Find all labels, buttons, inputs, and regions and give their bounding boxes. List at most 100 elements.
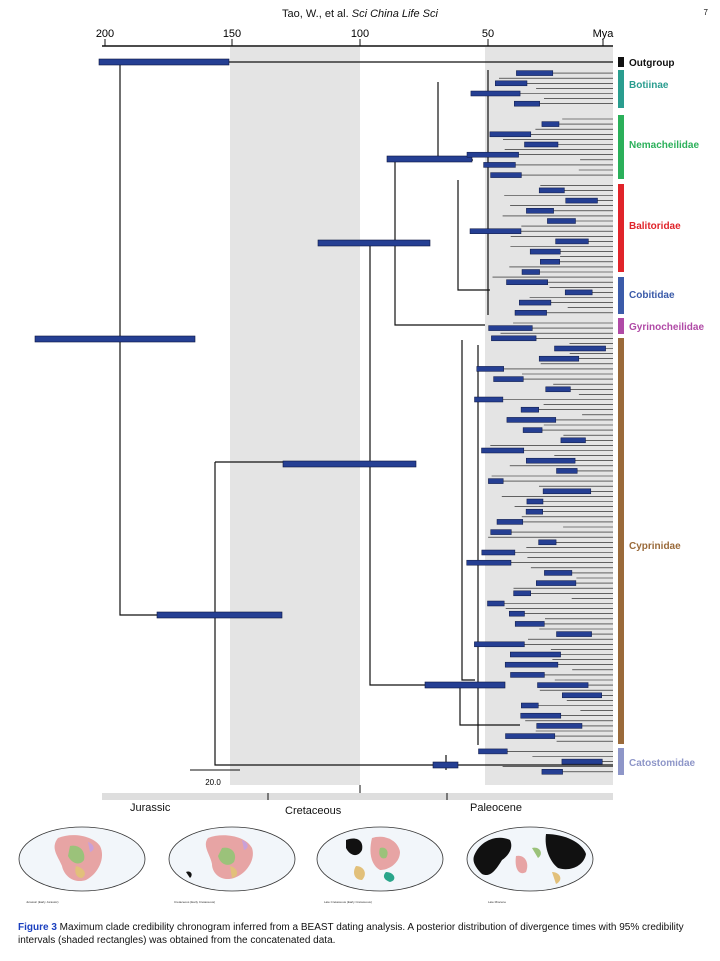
ci-bar-node (514, 621, 545, 627)
paleomap-caption-jurassic: Jurassic (Early Jurassic) (26, 900, 59, 904)
paleomap-cretaceous-early (168, 826, 296, 892)
clade-label-botiinae: Botiinae (629, 80, 669, 91)
paleomap-caption-cretaceous-early: Cretaceous (Early Cretaceous) (174, 900, 216, 904)
ci-bar-node (488, 325, 533, 331)
ci-bar-node (525, 508, 543, 515)
ci-bar-node (495, 80, 528, 87)
bracket-catostomidae (618, 748, 624, 775)
ci-bar-node (556, 631, 592, 637)
shade-band-cretaceous (230, 47, 360, 785)
credibility-intervals (34, 58, 606, 775)
ci-bar-outgroup-root (98, 58, 230, 66)
page-number: 7 (703, 8, 708, 17)
ci-bar-node (506, 279, 548, 285)
ci-bar-node (490, 529, 512, 535)
ci-bar-node (490, 172, 522, 178)
paleomap-row: Jurassic (Early Jurassic) Cretaceous (Ea… (18, 822, 608, 912)
period-cretaceous: Cretaceous (285, 805, 342, 817)
ci-bar-node (491, 335, 537, 342)
paleomap-cretaceous-late (316, 826, 444, 892)
ci-bar-node (487, 600, 505, 607)
ci-bar-node (565, 197, 598, 204)
header-journal: Sci China Life Sci (351, 8, 438, 20)
clade-brackets: Outgroup Botiinae Nemacheilidae Balitori… (618, 57, 704, 775)
ci-bar-node (538, 355, 580, 362)
period-paleocene: Paleocene (470, 802, 522, 814)
time-axis: 200 150 100 50 Mya (96, 28, 615, 47)
ci-bar-node (474, 641, 525, 648)
ci-bar-node (489, 131, 532, 138)
ci-bar-node (555, 238, 589, 245)
clade-label-cobitidae: Cobitidae (629, 290, 675, 301)
clade-label-balitoridae: Balitoridae (629, 221, 681, 232)
ci-bar-node (478, 748, 508, 755)
scale-bar: 20.0 (190, 769, 240, 787)
paleomap-caption-cretaceous-late: Late Cretaceous (Early Cretaceous) (324, 900, 372, 904)
clade-label-nemacheilidae: Nemacheilidae (629, 140, 699, 151)
scale-bar-label: 20.0 (205, 778, 221, 787)
ci-bar-node (526, 457, 576, 464)
ci-bar-node (510, 651, 561, 658)
ci-bar-node (561, 758, 603, 765)
ci-bar-node (520, 406, 539, 413)
figure-caption-text: Maximum clade credibility chronogram inf… (18, 922, 684, 946)
ci-bar-node (496, 519, 524, 525)
ci-bar-node (509, 610, 525, 617)
bracket-gyrinocheilidae (618, 318, 624, 334)
ci-bar-node (526, 208, 554, 214)
shade-band-paleogene (485, 47, 613, 785)
paleomap-caption-miocene: Late Miocene (488, 900, 507, 904)
ci-bar-catostomidae (432, 761, 459, 769)
ci-bar-node (538, 539, 557, 546)
ci-bar-node (536, 580, 577, 586)
ci-bar-node (505, 733, 556, 739)
ci-bar-node (521, 269, 540, 275)
timescale-strip (102, 793, 613, 800)
ci-bar-node (556, 468, 578, 474)
ci-bar-loach-crown (317, 239, 431, 247)
ci-bar-node (476, 366, 504, 372)
ci-bar-node (493, 376, 524, 382)
ci-bar-node (466, 559, 512, 566)
ci-bar-node (522, 427, 543, 433)
ci-bar-node (513, 590, 531, 597)
paleomap-miocene (466, 826, 594, 892)
ci-bar-node (506, 417, 557, 423)
clade-label-cyprinidae: Cyprinidae (629, 541, 681, 552)
clade-label-gyrinocheilidae: Gyrinocheilidae (629, 322, 704, 333)
ci-bar-node (481, 447, 525, 454)
ci-bar-node (466, 151, 519, 158)
ci-bar-node (562, 692, 602, 699)
ci-bar-node (520, 712, 562, 719)
bracket-cobitidae (618, 277, 624, 314)
axis-unit: Mya (593, 28, 615, 40)
bracket-cyprinidae (618, 338, 624, 744)
bracket-botiinae (618, 70, 624, 108)
bracket-outgroup (618, 57, 624, 67)
ci-bar-node (560, 437, 586, 444)
axis-tick-150: 150 (223, 28, 241, 40)
ci-bar-node (544, 570, 573, 576)
geologic-timescale (102, 785, 613, 800)
tree-skeleton (119, 61, 613, 770)
header-authors: Tao, W., et al. (282, 8, 349, 20)
ci-bar-node (519, 299, 552, 306)
running-header: Tao, W., et al. Sci China Life Sci (0, 8, 720, 20)
ci-bar-node (481, 549, 516, 556)
ci-bar-node (538, 187, 565, 194)
ci-bar-node (469, 228, 522, 234)
ci-bar-node (554, 345, 606, 352)
ci-bar-node (542, 488, 592, 495)
ci-bar-node (514, 100, 540, 107)
ci-bar-cyprinidae-catostomidae (282, 460, 417, 468)
ci-bar-node (510, 672, 545, 678)
ci-bar-node (483, 162, 516, 168)
ci-bar-node (524, 141, 559, 148)
paleomap-jurassic (18, 826, 146, 892)
ci-bar-cyprinidae-crown (424, 681, 506, 689)
ci-bar-node (541, 769, 563, 775)
bracket-balitoridae (618, 184, 624, 272)
ci-bar-node (488, 478, 504, 484)
figure-caption: Figure 3 Maximum clade credibility chron… (18, 921, 698, 947)
period-jurassic: Jurassic (130, 802, 171, 814)
